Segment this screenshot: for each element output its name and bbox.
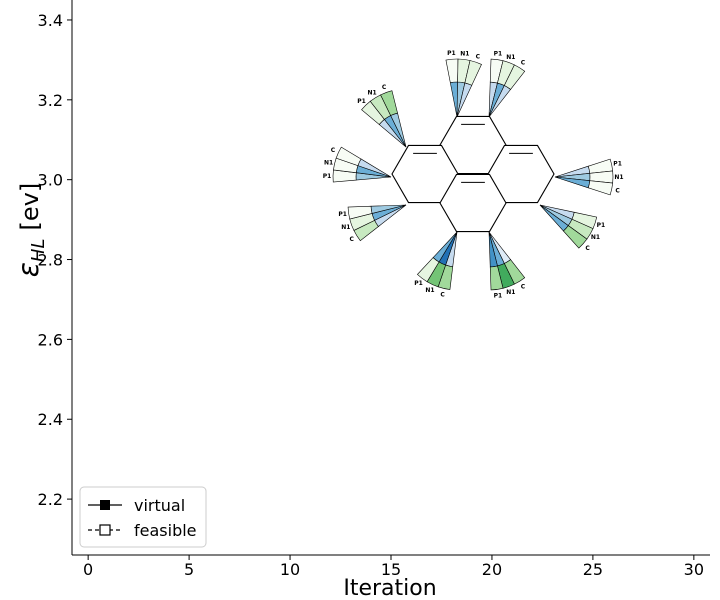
y-axis-label: εHL [ev]: [12, 183, 49, 277]
fan-outer-segment: [503, 64, 526, 90]
fan-label: C: [331, 147, 336, 154]
x-tick-label: 5: [184, 560, 194, 579]
y-tick-label: 3.2: [38, 91, 63, 110]
x-tick-label: 15: [381, 560, 401, 579]
x-ticks: 0 5 10 15 20 25 30: [83, 555, 704, 579]
fan-outer-segment: [489, 265, 504, 291]
fan-label: P1: [494, 292, 503, 299]
legend: virtual feasible: [79, 486, 207, 548]
fan-label: C: [476, 53, 481, 60]
y-axis-label-symbol: ε: [12, 262, 45, 277]
fan-outer-segment: [464, 60, 482, 86]
fan-outer-segment: [587, 180, 614, 196]
fan-label: P1: [447, 50, 456, 57]
y-tick-label: 3.0: [38, 171, 63, 190]
fan-outer-segment: [335, 146, 362, 166]
legend-virtual-label: virtual: [134, 496, 185, 515]
fan-outer-segment: [347, 205, 373, 220]
fan-label: P1: [494, 51, 503, 58]
fan-label: C: [521, 60, 526, 67]
y-axis-label-unit: [ev]: [16, 183, 44, 231]
fan-label: N1: [367, 90, 376, 97]
y-axis-label-subscript: HL: [28, 238, 49, 262]
legend-feasible-label: feasible: [134, 521, 197, 540]
x-tick-label: 10: [280, 560, 300, 579]
y-tick-label: 3.4: [38, 11, 63, 30]
fan-5: CN1 P1: [338, 204, 407, 243]
fan-label: N1: [506, 54, 515, 61]
fan-label: C: [440, 291, 445, 298]
legend-virtual-marker: [100, 500, 110, 510]
fan-outer-segment: [417, 257, 440, 283]
bonds-layer: [391, 115, 555, 233]
fan-label: P1: [613, 161, 622, 168]
fan-label: N1: [614, 174, 623, 181]
fan-outer-segment: [380, 90, 398, 116]
fan-label: N1: [324, 160, 333, 167]
fan-label: P1: [323, 173, 332, 180]
fan-label: N1: [460, 50, 469, 57]
legend-feasible-marker: [99, 524, 111, 536]
y-ticks: 2.2 2.4 2.6 2.8 3.0 3.2 3.4: [38, 11, 72, 509]
x-axis-label: Iteration: [343, 576, 436, 600]
fan-label: C: [521, 283, 526, 290]
fan-2: P1 N1 C: [488, 51, 526, 118]
fan-label: C: [585, 245, 590, 252]
fan-4: P1 N1 C: [323, 146, 392, 183]
fan-label: C: [615, 187, 620, 194]
fan-label: P1: [338, 211, 347, 218]
fan-outer-segment: [562, 225, 588, 249]
y-tick-label: 2.2: [38, 490, 63, 509]
fan-9: P1 N1 C: [554, 158, 624, 196]
fan-label: C: [350, 236, 355, 243]
fan-label: C: [382, 84, 387, 91]
fan-label: N1: [591, 234, 600, 241]
x-tick-label: 20: [482, 560, 502, 579]
y-axis-label-group: εHL [ev]: [12, 183, 49, 277]
fan-label: N1: [425, 287, 434, 294]
fan-label: P1: [597, 222, 606, 229]
fan-8: P1 N1C: [539, 204, 606, 252]
fan-1: P1 N1 C: [445, 50, 482, 118]
fan-label: N1: [341, 224, 350, 231]
y-tick-label: 2.6: [38, 330, 63, 349]
fan-label: P1: [414, 280, 423, 287]
legend-frame: [79, 486, 207, 548]
fan-label: N1: [506, 289, 515, 296]
x-tick-label: 0: [83, 560, 93, 579]
x-tick-label: 30: [684, 560, 704, 579]
y-tick-label: 2.8: [38, 251, 63, 270]
y-tick-label: 2.4: [38, 410, 63, 429]
fan-label: P1: [357, 98, 366, 105]
x-tick-label: 25: [583, 560, 603, 579]
ring-bottom: [439, 173, 507, 233]
